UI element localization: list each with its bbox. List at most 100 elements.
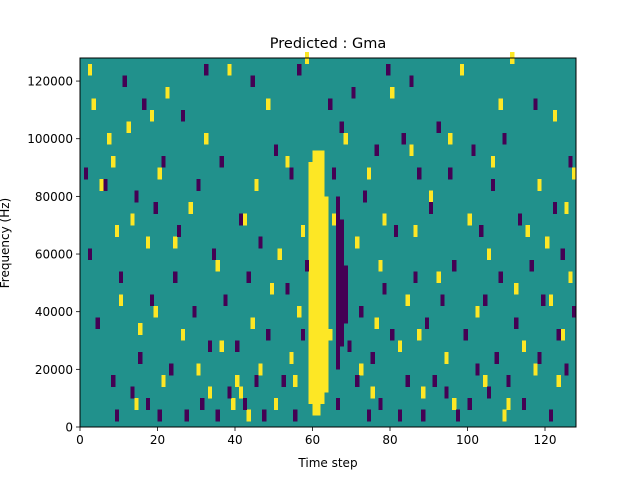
high-cell xyxy=(91,98,96,111)
low-cell xyxy=(207,340,213,353)
low-cell xyxy=(196,179,201,191)
low-cell xyxy=(448,167,453,180)
dark-band-cell xyxy=(339,254,344,266)
ridge-cell xyxy=(312,242,317,255)
y-tick-label: 120000 xyxy=(27,75,73,89)
dark-band-cell xyxy=(335,196,341,209)
low-cell xyxy=(111,375,116,387)
low-cell xyxy=(366,409,372,422)
low-cell xyxy=(153,202,158,214)
low-cell xyxy=(215,409,220,422)
high-cell xyxy=(227,63,232,76)
low-cell xyxy=(173,271,178,284)
chart-title: Predicted : Gma xyxy=(270,36,386,52)
high-cell xyxy=(413,225,418,237)
high-cell xyxy=(343,132,348,145)
ridge-cell xyxy=(320,323,325,335)
low-cell xyxy=(405,375,410,387)
low-cell xyxy=(134,190,139,203)
ridge-cell xyxy=(320,196,325,209)
high-cell xyxy=(134,398,139,410)
ridge-cell xyxy=(312,277,317,289)
low-cell xyxy=(362,190,368,203)
high-cell xyxy=(161,375,166,387)
low-cell xyxy=(238,213,244,226)
ridge-cell xyxy=(320,184,325,197)
ridge-cell xyxy=(312,184,317,197)
low-cell xyxy=(514,317,519,330)
ridge-cell xyxy=(320,230,325,243)
y-tick-label: 40000 xyxy=(35,305,73,319)
x-tick-label: 120 xyxy=(534,433,557,447)
high-cell xyxy=(525,225,530,237)
dark-band-cell xyxy=(335,277,341,289)
ridge-cell xyxy=(312,150,317,162)
low-cell xyxy=(122,75,127,88)
ridge-cell xyxy=(320,173,325,186)
low-cell xyxy=(304,259,310,272)
low-cell xyxy=(200,398,205,410)
high-cell xyxy=(180,328,186,341)
low-cell xyxy=(83,167,89,180)
high-cell xyxy=(459,63,465,76)
low-cell xyxy=(506,375,511,387)
ridge-cell xyxy=(308,265,313,278)
ridge-cell xyxy=(324,334,329,347)
ridge-cell xyxy=(320,277,325,289)
high-cell xyxy=(300,225,306,237)
low-cell xyxy=(145,398,151,410)
ridge-cell xyxy=(312,323,317,335)
low-cell xyxy=(471,144,476,157)
low-cell xyxy=(219,156,224,168)
ridge-cell xyxy=(308,392,313,405)
dark-band-cell xyxy=(339,242,344,255)
high-cell xyxy=(374,317,379,330)
ridge-cell xyxy=(312,357,317,370)
high-cell xyxy=(405,294,410,307)
ridge-cell xyxy=(324,277,329,289)
ridge-cell xyxy=(320,346,325,359)
dark-band-cell xyxy=(335,254,341,266)
low-cell xyxy=(192,305,197,318)
low-cell xyxy=(223,294,228,307)
ridge-cell xyxy=(308,334,313,347)
high-cell xyxy=(490,156,496,168)
dark-band-cell xyxy=(335,300,341,312)
high-cell xyxy=(448,132,453,145)
high-cell xyxy=(545,236,550,249)
low-cell xyxy=(475,363,480,376)
ridge-cell xyxy=(324,380,329,393)
low-cell xyxy=(378,398,383,410)
high-cell xyxy=(165,86,170,99)
low-cell xyxy=(417,167,422,180)
high-cell xyxy=(297,305,302,318)
ridge-cell xyxy=(316,277,321,289)
low-cell xyxy=(114,409,120,422)
ridge-cell xyxy=(316,300,321,312)
low-cell xyxy=(347,340,352,353)
ridge-cell xyxy=(316,265,321,278)
low-cell xyxy=(176,225,182,237)
dark-band-cell xyxy=(343,311,348,324)
low-cell xyxy=(374,144,379,157)
ridge-cell xyxy=(316,184,321,197)
low-cell xyxy=(118,271,124,284)
low-cell xyxy=(467,398,472,410)
low-cell xyxy=(297,63,302,76)
high-cell xyxy=(537,179,542,191)
high-cell xyxy=(366,167,372,180)
dark-band-cell xyxy=(339,288,344,301)
x-axis-label: Time step xyxy=(297,456,357,470)
ridge-cell xyxy=(308,311,313,324)
high-cell xyxy=(486,248,492,260)
low-cell xyxy=(300,328,306,341)
y-tick-label: 80000 xyxy=(35,190,73,204)
low-cell xyxy=(401,132,406,145)
high-cell xyxy=(467,213,472,226)
low-cell xyxy=(568,156,573,168)
low-cell xyxy=(564,363,569,376)
y-tick-label: 20000 xyxy=(35,363,73,377)
high-cell xyxy=(428,190,434,203)
low-cell xyxy=(424,317,430,330)
low-cell xyxy=(529,259,534,272)
